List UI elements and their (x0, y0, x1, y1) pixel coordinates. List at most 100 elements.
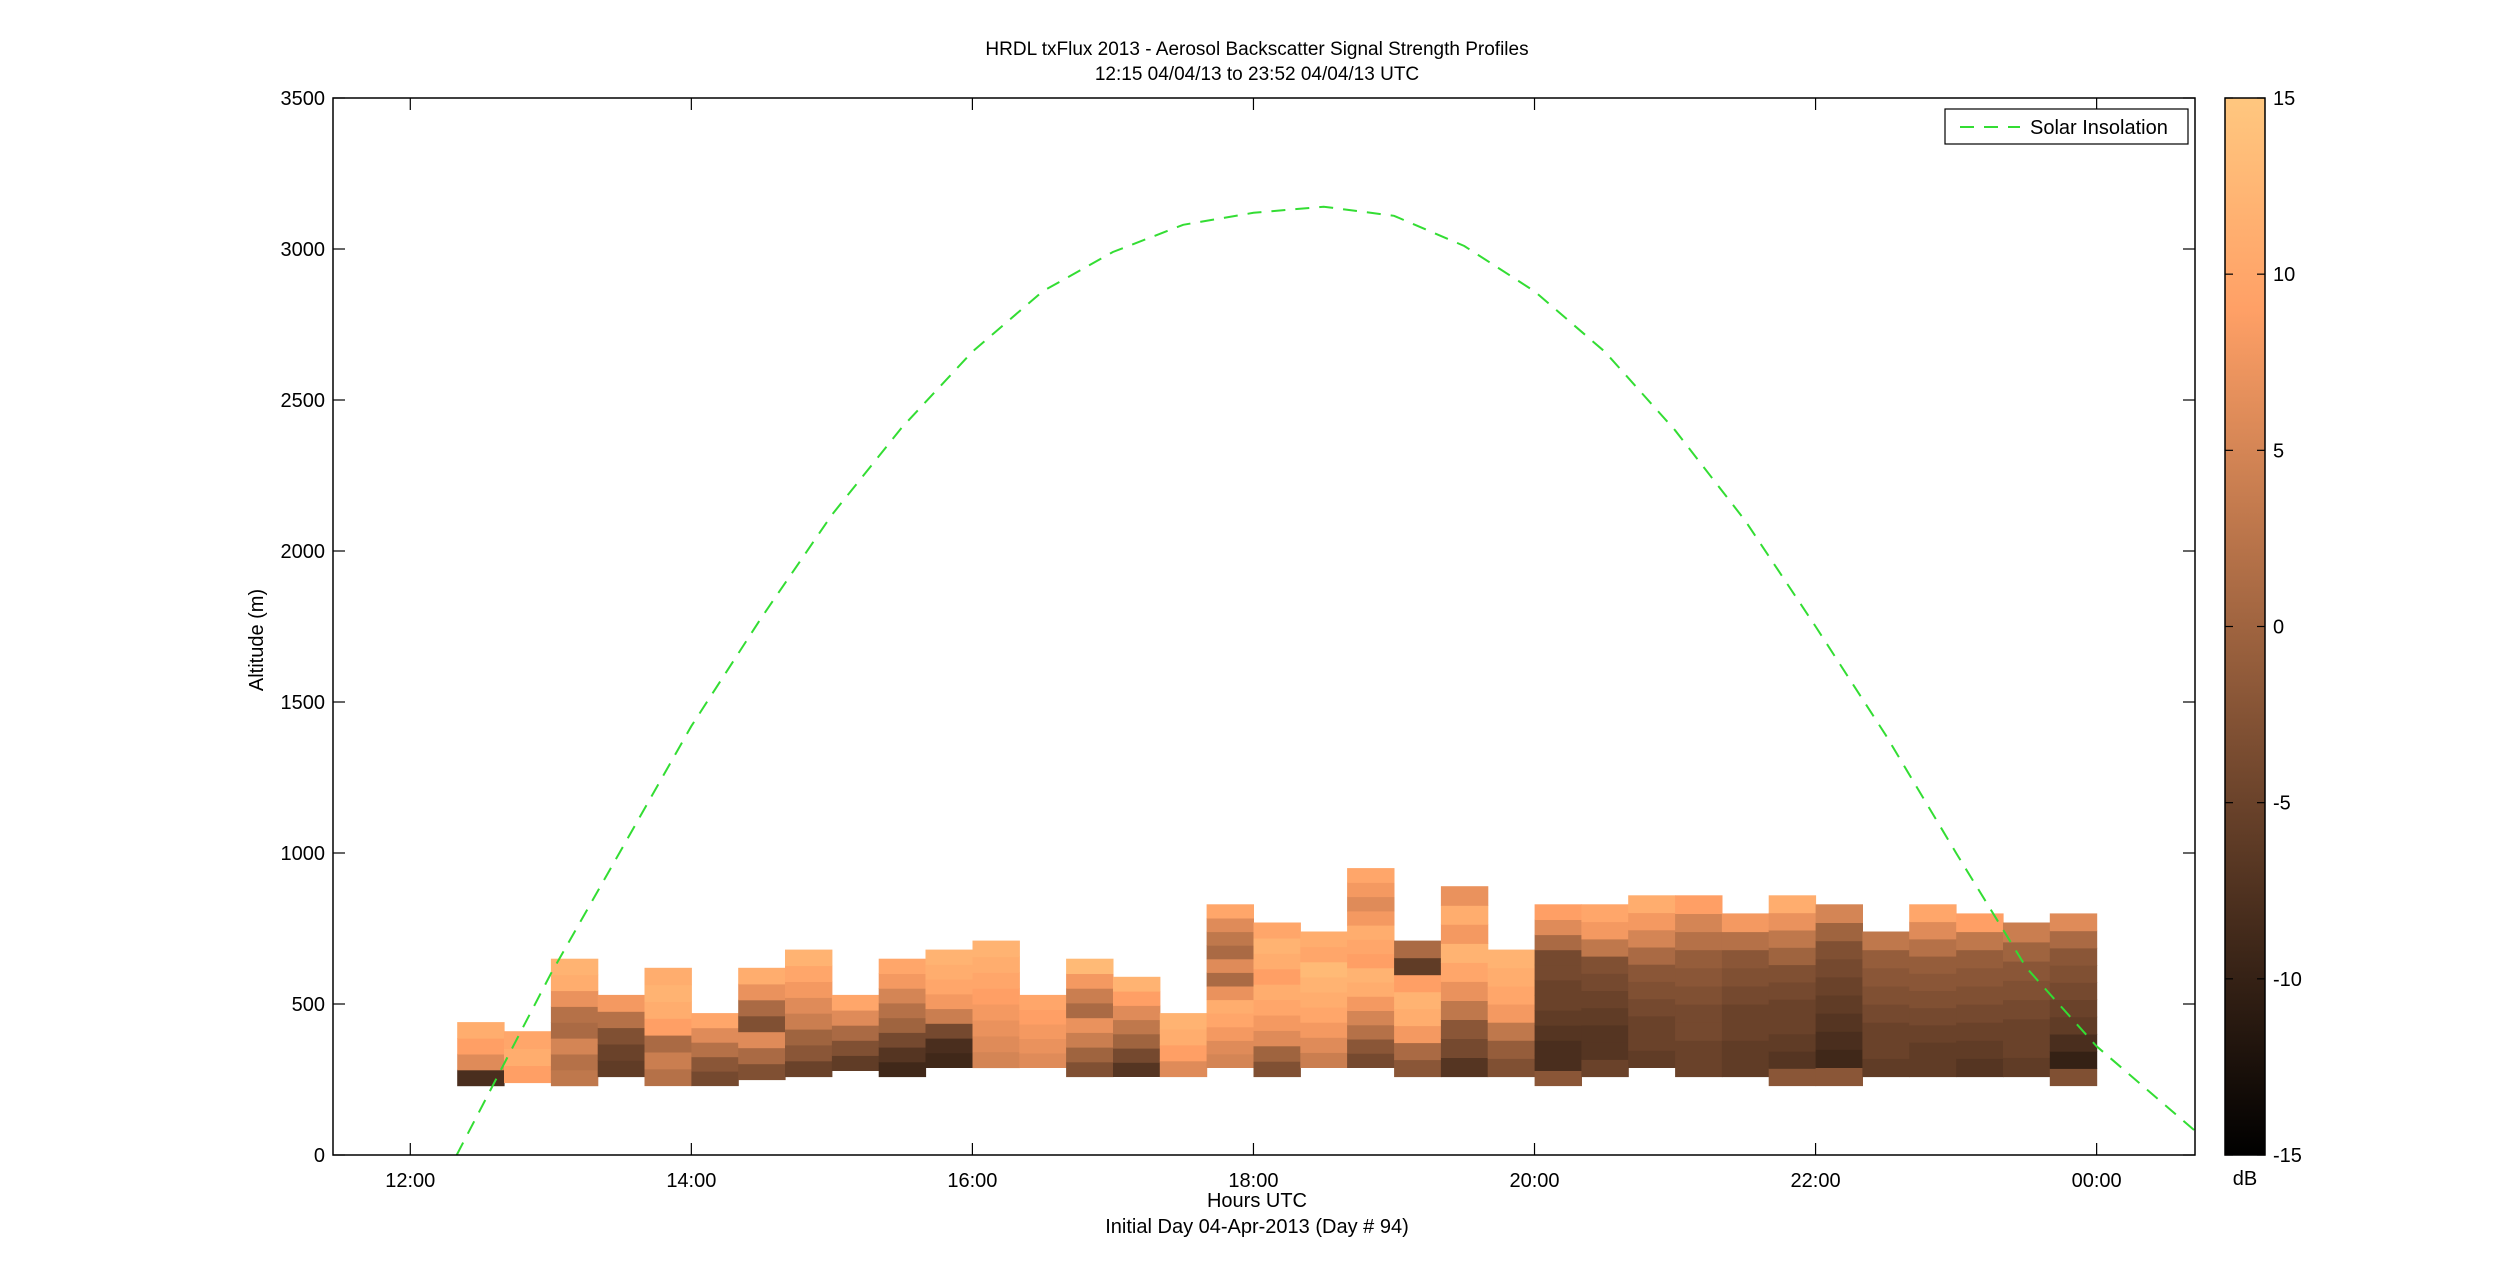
axes-box (332, 97, 2196, 1156)
heatmap-cell (785, 1013, 833, 1030)
heatmap-cell (1768, 981, 1817, 1000)
heatmap-cell (1862, 931, 1910, 951)
colorbar-tick-label: 15 (2273, 88, 2295, 110)
heatmap-cell (738, 1015, 786, 1033)
heatmap-cell (878, 1017, 927, 1033)
heatmap-cell (1534, 919, 1582, 936)
heatmap-cell (2003, 980, 2051, 1001)
heatmap-cell (1815, 1049, 1863, 1068)
heatmap-cell (1206, 1040, 1254, 1055)
heatmap-cell (1628, 912, 1676, 931)
heatmap-cell (1347, 925, 1395, 940)
heatmap-cell (644, 1035, 692, 1053)
heatmap-cell (1206, 931, 1254, 946)
heatmap-cell (1909, 1059, 1957, 1078)
heatmap-cell (1066, 958, 1114, 974)
heatmap-cell (550, 974, 599, 992)
heatmap-cell (1394, 991, 1442, 1010)
heatmap-cell (1534, 1055, 1582, 1071)
heatmap-cell (785, 997, 833, 1014)
heatmap-cell (1159, 1028, 1208, 1046)
heatmap-cell (691, 1042, 739, 1058)
heatmap-cell (1721, 967, 1770, 987)
heatmap-cell (2049, 1051, 2098, 1069)
heatmap-cell (1862, 1058, 1910, 1078)
heatmap-cell (550, 990, 599, 1007)
heatmap-cell (1862, 967, 1910, 987)
heatmap-cell (1909, 1007, 1957, 1026)
heatmap-cell (1206, 945, 1254, 960)
heatmap-cell (925, 1008, 973, 1024)
heatmap-cell (1300, 1022, 1348, 1038)
heatmap-cell (1440, 886, 1489, 906)
heatmap-cell (1862, 1004, 1910, 1023)
y-tick-label: 3000 (281, 239, 326, 261)
heatmap-cells (457, 868, 2098, 1087)
y-tick-label: 3500 (281, 88, 326, 110)
heatmap-cell (2049, 982, 2098, 1001)
heatmap-cell (1300, 1037, 1348, 1053)
legend-label: Solar Insolation (2030, 117, 2168, 139)
x-axis-label-secondary: Initial Day 04-Apr-2013 (Day # 94) (1105, 1216, 1408, 1238)
heatmap-cell (1534, 1070, 1582, 1087)
heatmap-cell (1768, 1016, 1817, 1035)
x-tick-label: 14:00 (666, 1170, 716, 1192)
heatmap-cell (550, 1053, 599, 1071)
heatmap-cell (1159, 1044, 1208, 1062)
heatmap-cell (1206, 1013, 1254, 1028)
heatmap-cell (1815, 922, 1863, 942)
y-tick-label: 0 (314, 1145, 325, 1167)
heatmap-cell (785, 1060, 833, 1078)
heatmap-cell (1440, 1057, 1489, 1078)
heatmap-cell (1675, 1040, 1723, 1059)
heatmap-cell (457, 1022, 505, 1039)
heatmap-cell (1487, 1058, 1536, 1078)
solar-insolation-curve (455, 205, 2196, 1156)
heatmap-cell (2049, 930, 2098, 949)
heatmap-cell (878, 1061, 927, 1078)
heatmap-cell (457, 1038, 505, 1055)
heatmap-cell (1628, 964, 1676, 982)
heatmap-cell (2003, 941, 2051, 962)
x-tick-label: 12:00 (385, 1170, 435, 1192)
heatmap-cell (1440, 962, 1489, 982)
heatmap-cell (504, 1048, 552, 1066)
heatmap-cell (878, 988, 927, 1004)
heatmap-cell (1300, 931, 1348, 948)
heatmap-cell (1956, 931, 2004, 951)
heatmap-cell (785, 1028, 833, 1046)
heatmap-cell (1862, 1040, 1910, 1059)
heatmap-cell (738, 1047, 786, 1065)
heatmap-cell (1440, 1019, 1489, 1039)
heatmap-cell (1862, 1022, 1910, 1041)
heatmap-cell (2003, 1038, 2051, 1058)
heatmap-cell (972, 1051, 1020, 1069)
heatmap-cell (925, 949, 973, 965)
heatmap-cell (1628, 981, 1676, 1000)
heatmap-cell (1768, 1033, 1817, 1052)
heatmap-cell (1253, 922, 1301, 939)
heatmap-cell (597, 994, 646, 1012)
heatmap-cell (878, 1047, 927, 1063)
heatmap-cell (878, 958, 927, 974)
heatmap-cell (1113, 1048, 1161, 1063)
heatmap-cell (1909, 1042, 1957, 1060)
heatmap-cell (1628, 1015, 1676, 1034)
colorbar: -15 -10 -5 0 5 10 15 dB (2224, 88, 2302, 1190)
heatmap-cell (1628, 1033, 1676, 1051)
colorbar-ticks: -15 -10 -5 0 5 10 15 (2225, 88, 2302, 1167)
heatmap-cell (1066, 1061, 1114, 1078)
heatmap-cell (1253, 1014, 1301, 1031)
heatmap-cell (785, 1044, 833, 1062)
heatmap-cell (1066, 1047, 1114, 1063)
colorbar-tick-label: 10 (2273, 264, 2295, 286)
heatmap-cell (550, 958, 599, 976)
x-axis-label: Hours UTC (1207, 1190, 1307, 1212)
colorbar-tick-label: -5 (2273, 793, 2291, 815)
heatmap-cell (878, 1002, 927, 1019)
heatmap-cell (1909, 904, 1957, 923)
heatmap-cell (1581, 921, 1629, 940)
heatmap-cell (1066, 1017, 1114, 1033)
heatmap-cell (1581, 956, 1629, 974)
